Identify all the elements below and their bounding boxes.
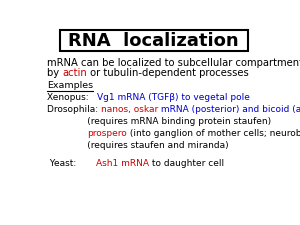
Text: to daughter cell: to daughter cell xyxy=(149,158,224,167)
Text: mRNA (posterior) and bicoid (anterior): mRNA (posterior) and bicoid (anterior) xyxy=(158,105,300,114)
Text: Examples: Examples xyxy=(47,81,93,90)
Text: (requires staufen and miranda): (requires staufen and miranda) xyxy=(47,141,228,150)
Text: RNA  localization: RNA localization xyxy=(68,32,239,50)
Text: Ash1 mRNA: Ash1 mRNA xyxy=(96,158,149,167)
Text: Drosophila:: Drosophila: xyxy=(47,105,101,114)
Text: (into ganglion of mother cells; neuroblast TF): (into ganglion of mother cells; neurobla… xyxy=(127,129,300,138)
Text: or tubulin-dependent processes: or tubulin-dependent processes xyxy=(87,68,248,78)
Text: Yeast:: Yeast: xyxy=(47,158,96,167)
FancyBboxPatch shape xyxy=(60,30,248,51)
Text: prospero: prospero xyxy=(87,129,127,138)
Text: by: by xyxy=(47,68,62,78)
Text: actin: actin xyxy=(62,68,87,78)
Text: mRNA can be localized to subcellular compartments: mRNA can be localized to subcellular com… xyxy=(47,58,300,68)
Text: Xenopus:: Xenopus: xyxy=(47,93,97,102)
Text: nanos, oskar: nanos, oskar xyxy=(101,105,158,114)
Text: Vg1 mRNA (TGFβ) to vegetal pole: Vg1 mRNA (TGFβ) to vegetal pole xyxy=(97,93,250,102)
Text: (requires mRNA binding protein staufen): (requires mRNA binding protein staufen) xyxy=(47,117,271,126)
